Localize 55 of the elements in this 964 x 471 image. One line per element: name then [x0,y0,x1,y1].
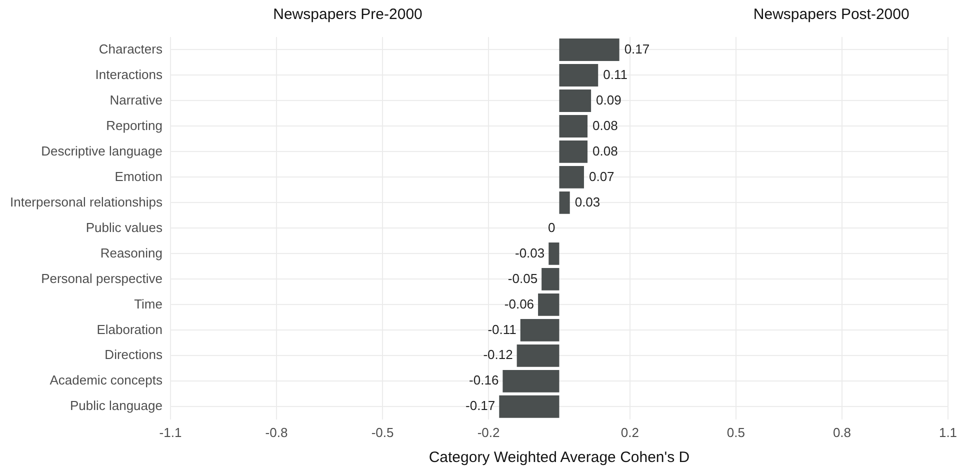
y-tick-label: Personal perspective [41,270,162,286]
x-tick-label: -0.5 [371,424,394,440]
bar [502,370,560,392]
bar [559,38,620,61]
data-label: -0.17 [466,398,496,414]
y-tick-label: Characters [98,41,163,56]
bar [559,64,598,86]
data-label: 0 [548,220,556,235]
bar [516,344,560,367]
data-label: 0.09 [596,92,622,108]
bar [559,115,588,138]
bar [538,293,560,316]
x-tick-label: -0.2 [477,424,500,440]
y-tick-label: Emotion [114,168,162,184]
data-label: -0.16 [469,372,499,388]
data-label: 0.07 [588,168,614,184]
data-label: -0.03 [514,245,545,260]
data-label: 0.08 [592,118,618,133]
data-label: -0.12 [483,347,513,362]
bar [559,90,592,112]
y-tick-label: Directions [104,347,163,362]
y-tick-label: Time [134,296,162,312]
bar [559,191,570,214]
data-label: 0.11 [603,66,628,82]
y-tick-label: Narrative [110,92,162,108]
bar [542,268,560,290]
bar [548,242,560,265]
text: Newspapers Pre-2000 [273,6,422,24]
y-tick-label: Academic concepts [50,372,163,388]
bar [499,395,560,418]
text: Newspapers Post-2000 [753,6,910,24]
data-label: 0.17 [624,41,650,56]
data-label: 0.08 [592,143,618,158]
x-tick-label: 0.2 [620,424,639,440]
data-label: 0.03 [574,194,600,210]
x-tick-label: 0.5 [726,424,745,440]
x-tick-label: 1.1 [938,424,958,440]
x-axis-title: Category Weighted Average Cohen's D [428,449,690,466]
y-tick-label: Elaboration [96,322,162,337]
x-tick-label: 0.8 [832,424,852,440]
bar [559,166,584,188]
data-label: -0.05 [508,270,538,286]
data-label: -0.06 [504,296,534,312]
x-tick-label: -1.1 [159,424,182,440]
y-tick-label: Reporting [106,118,162,133]
y-tick-label: Descriptive language [41,143,162,158]
bar [520,318,560,342]
y-tick-label: Public values [86,220,163,235]
x-tick-label: -0.8 [265,424,288,440]
data-label: -0.11 [488,322,516,337]
y-tick-label: Interpersonal relationships [10,194,163,210]
y-tick-label: Interactions [95,66,163,82]
y-tick-label: Reasoning [100,245,162,260]
y-tick-label: Public language [70,398,162,414]
bar [559,140,588,163]
